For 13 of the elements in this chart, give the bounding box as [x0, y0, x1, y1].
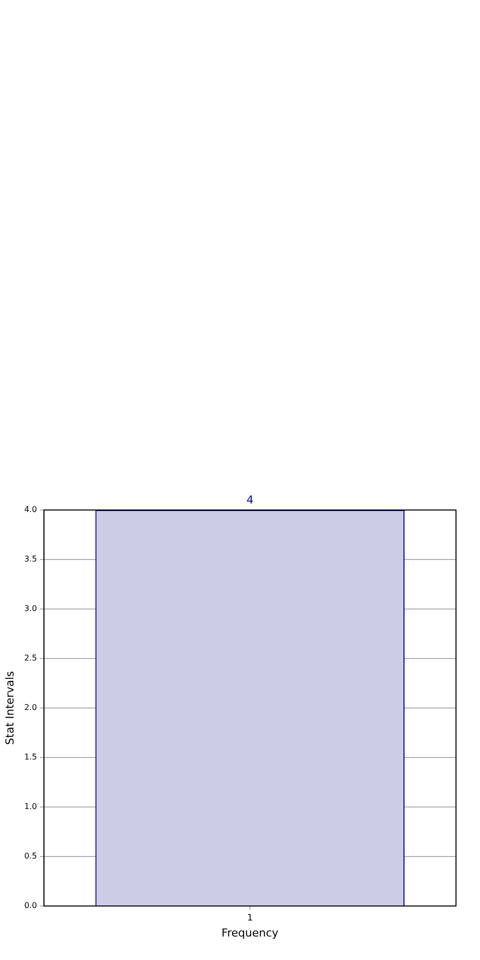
y-tick-label: 0.5: [24, 852, 37, 861]
y-tick-label: 1.0: [24, 802, 37, 812]
y-tick-label: 0.0: [24, 901, 37, 910]
y-tick-label: 3.5: [24, 554, 37, 564]
x-tick-label: 1: [247, 914, 253, 924]
y-tick-label: 1.5: [24, 752, 37, 762]
y-tick-label: 2.5: [24, 654, 37, 663]
x-axis-title: Frequency: [222, 926, 279, 940]
y-axis-title: Stat Intervals: [3, 670, 16, 745]
y-tick-label: 3.0: [24, 604, 37, 614]
y-tick-label: 2.0: [24, 703, 37, 712]
data-label: 4: [246, 493, 254, 506]
y-tick-label: 4.0: [24, 505, 37, 514]
